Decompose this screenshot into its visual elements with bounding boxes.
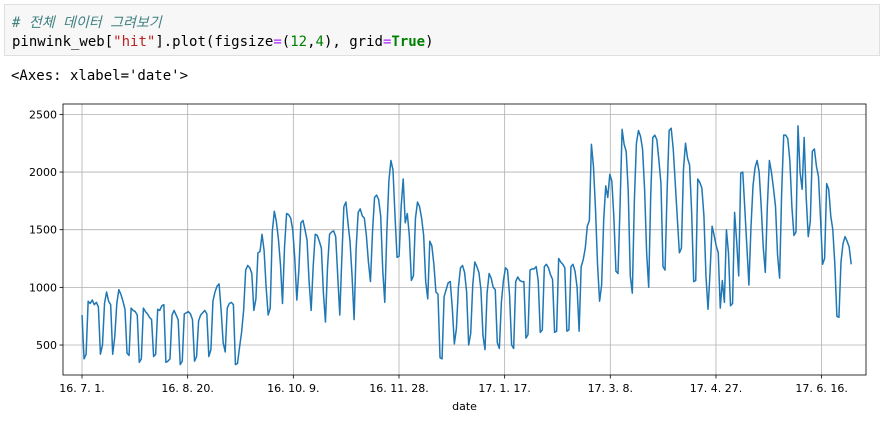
code-keyword: True (391, 34, 426, 50)
x-tick-label: 17. 3. 8. (588, 382, 633, 395)
code-token: , (307, 34, 316, 50)
x-tick-label: 17. 4. 27. (690, 382, 742, 395)
axes-frame (62, 103, 867, 376)
code-number: 12 (290, 34, 308, 50)
x-axis-label: date (452, 400, 477, 413)
code-operator: = (273, 34, 282, 50)
code-token: ), grid (323, 34, 383, 50)
x-tick-label: 16. 11. 28. (369, 382, 428, 395)
code-string: "hit" (113, 34, 156, 50)
x-tick-label: 17. 6. 16. (795, 382, 847, 395)
cell-output-repr: <Axes: xlabel='date'> (11, 68, 189, 84)
code-token: pinwink_web[ (12, 34, 114, 50)
y-tick-label: 1000 (29, 281, 57, 294)
x-tick-label: 16. 7. 1. (59, 382, 104, 395)
code-statement: pinwink_web["hit"].plot(figsize=(12,4), … (12, 33, 434, 51)
line-chart: 500 1000 1500 2000 2500 16. 7. 1. 16. 8. 20. 16… (29, 103, 867, 413)
code-token: ) (425, 34, 434, 50)
code-token: ( (281, 34, 291, 50)
x-tick-label: 16. 10. 9. (267, 382, 319, 395)
x-tick-label: 17. 1. 17. (478, 382, 530, 395)
y-tick-label: 500 (36, 339, 57, 352)
code-token: ].plot(figsize (155, 34, 274, 50)
y-tick-label: 1500 (29, 224, 57, 237)
series-line-hit (81, 125, 852, 366)
code-number: 4 (315, 34, 324, 50)
code-cell-input[interactable]: # 전체 데이터 그려보기 pinwink_web["hit"].plot(fi… (4, 4, 880, 56)
code-comment: # 전체 데이터 그려보기 (12, 15, 162, 31)
y-tick-label: 2500 (29, 108, 57, 121)
y-tick-label: 2000 (29, 166, 57, 179)
code-operator: = (382, 34, 392, 50)
x-tick-label: 16. 8. 20. (161, 382, 213, 395)
